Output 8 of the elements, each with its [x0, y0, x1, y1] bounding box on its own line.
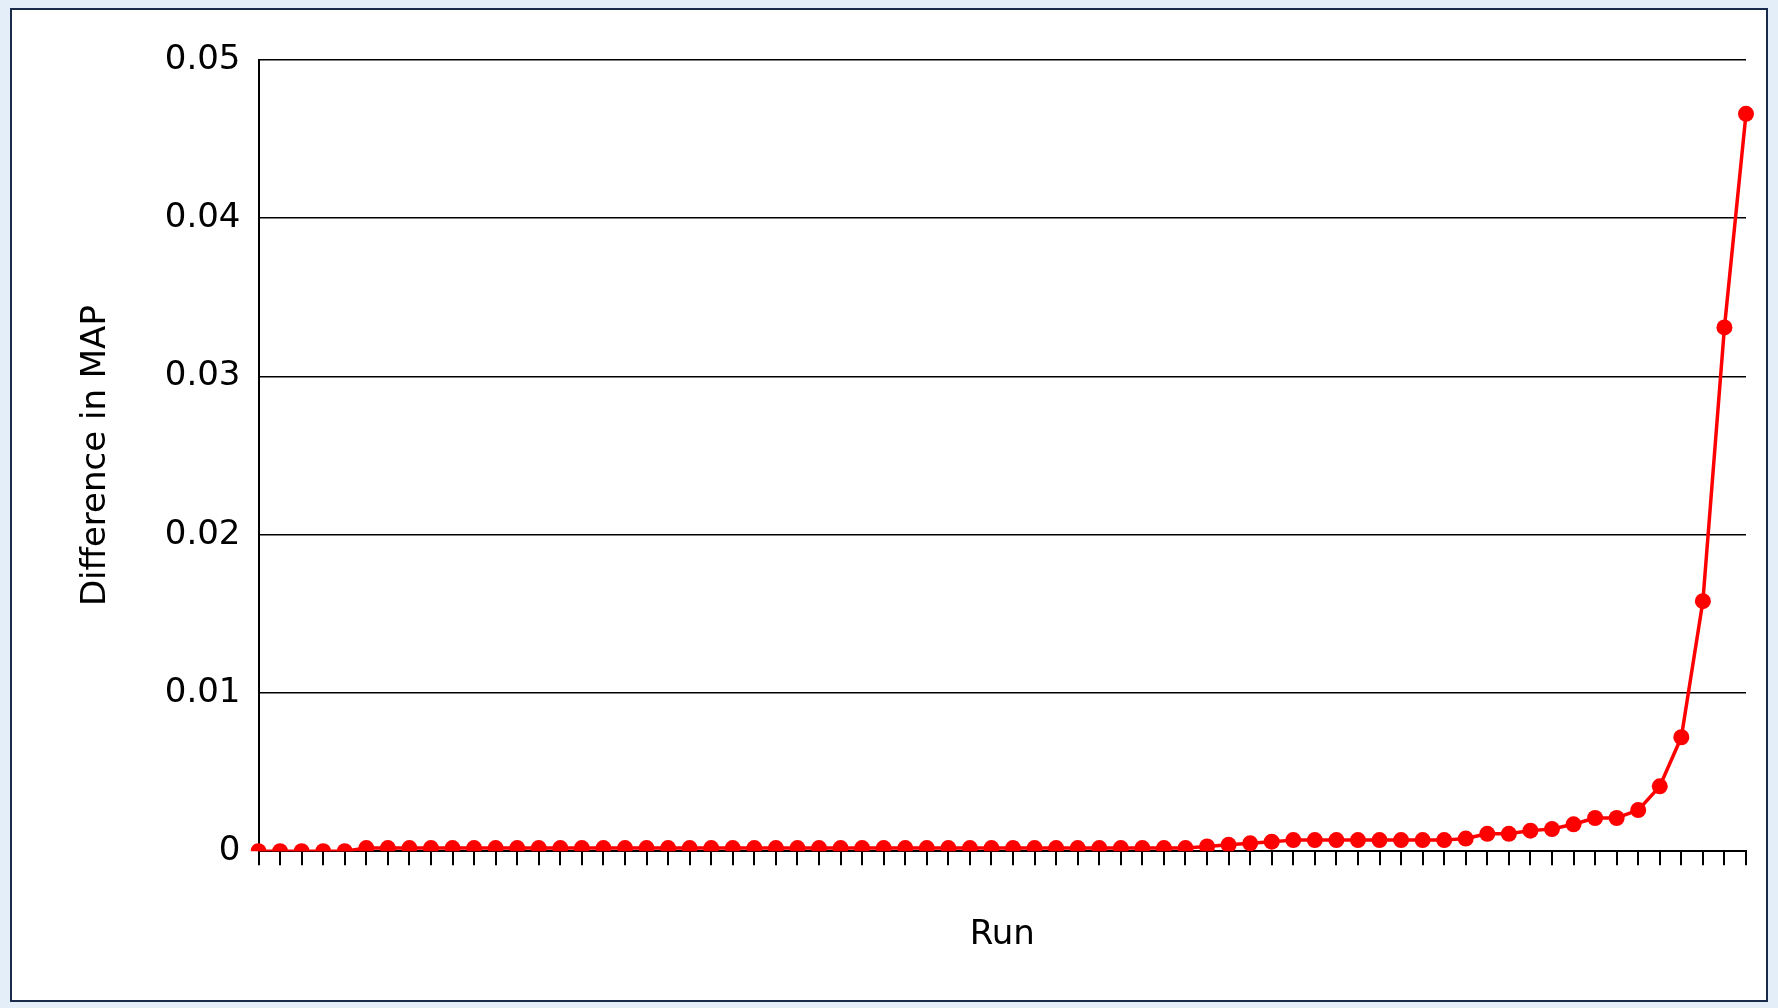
y-tick-label: 0.05 [164, 36, 241, 77]
y-tick-label: 0.03 [164, 353, 241, 394]
y-tick-label: 0.04 [164, 195, 241, 236]
y-tick-label: 0.01 [164, 669, 241, 710]
y-tick-label: 0 [218, 828, 241, 869]
x-axis-title: Run [969, 912, 1035, 953]
y-tick-label: 0.02 [164, 511, 241, 552]
y-axis-title: Difference in MAP [73, 305, 114, 607]
